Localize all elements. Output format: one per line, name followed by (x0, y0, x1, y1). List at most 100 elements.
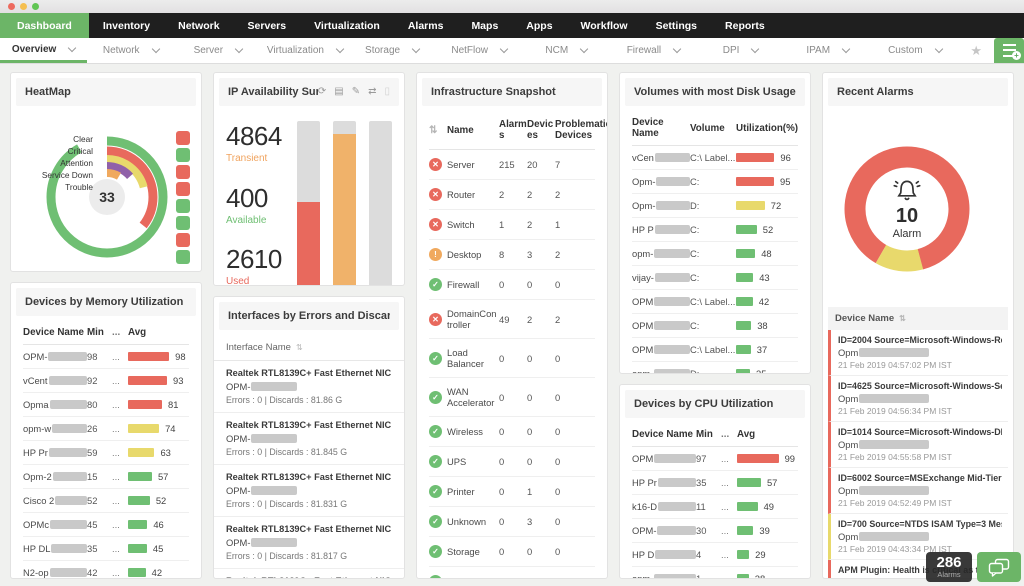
nav-item[interactable]: Settings (655, 19, 698, 32)
favorite-star-icon[interactable]: ★ (970, 42, 982, 58)
dashboard-tab[interactable]: Network (87, 38, 174, 63)
list-item[interactable]: Realtek RTL8139C+ Fast Ethernet NIC #3-N… (214, 413, 404, 465)
table-row[interactable]: vijay- C: 43 (632, 266, 798, 290)
chevron-down-icon[interactable] (234, 44, 244, 54)
table-row[interactable]: ✕ DomainController 49 2 2 (429, 300, 595, 339)
dashboard-tab[interactable]: NetFlow (436, 38, 523, 63)
alarm-item[interactable]: ID=2004 Source=Microsoft-Windows-Resourc… (828, 330, 1008, 376)
chevron-down-icon[interactable] (151, 44, 160, 54)
list-item[interactable]: Realtek RTL8139C+ Fast Ethernet NIC #3-N… (214, 361, 404, 413)
heatmap-cell[interactable] (176, 131, 190, 145)
table-row[interactable]: k16-D 11 ... 49 (632, 495, 798, 519)
table-row[interactable]: ✓ WAN Accelerator 0 0 0 (429, 378, 595, 417)
alarm-item[interactable]: ID=6002 Source=MSExchange Mid-Tier Stora… (828, 468, 1008, 514)
table-row[interactable]: ✓ Load Balancer 0 0 0 (429, 339, 595, 378)
alarm-item[interactable]: APM Plugin: Health is critical as the re… (828, 560, 1008, 578)
chevron-down-icon[interactable] (672, 44, 682, 54)
table-row[interactable]: Opm-2 15 ... 57 (23, 465, 189, 489)
table-row[interactable]: opm- D: 35 (632, 362, 798, 373)
nav-item[interactable]: Apps (526, 19, 553, 32)
table-row[interactable]: OPM- 98 ... 98 (23, 345, 189, 369)
report-icon[interactable]: ▤ (334, 86, 344, 97)
table-row[interactable]: Cisco 2 52 ... 52 (23, 489, 189, 513)
table-row[interactable]: HP Pr 35 ... 57 (632, 471, 798, 495)
heatmap-cell[interactable] (176, 182, 190, 196)
chevron-down-icon[interactable] (335, 44, 345, 54)
table-row[interactable]: OPM C:\ Label... 42 (632, 290, 798, 314)
dashboard-tab[interactable]: Firewall (610, 38, 697, 63)
nav-item[interactable]: Virtualization (314, 19, 380, 32)
chevron-down-icon[interactable] (579, 44, 589, 54)
dashboard-tab[interactable]: Custom (871, 38, 958, 63)
chevron-down-icon[interactable] (841, 44, 851, 54)
table-row[interactable]: HP P C: 52 (632, 218, 798, 242)
table-row[interactable]: N2-op 42 ... 42 (23, 567, 163, 578)
dashboard-tab[interactable]: Storage (349, 38, 436, 63)
alarm-list-header[interactable]: Device Name ⇅ (828, 307, 1008, 330)
table-row[interactable]: ✓ UPS 0 0 0 (429, 447, 595, 477)
dashboard-tab[interactable]: Overview (0, 38, 88, 63)
heatmap-cell[interactable] (176, 148, 190, 162)
table-row[interactable]: HP Pr 59 ... 63 (23, 441, 189, 465)
dashboard-tab[interactable]: IPAM (784, 38, 871, 63)
heatmap-cell[interactable] (176, 216, 190, 230)
table-row[interactable]: vCent 92 ... 93 (23, 369, 189, 393)
table-row[interactable]: OPM C:\ Label... 37 (632, 338, 798, 362)
heatmap-cell[interactable] (176, 250, 190, 264)
table-row[interactable]: OPM 97 ... 99 (632, 447, 798, 471)
heatmap-cell[interactable] (176, 233, 190, 247)
sort-icon[interactable]: ⇅ (429, 124, 438, 136)
nav-item[interactable]: Dashboard (0, 13, 89, 38)
heatmap-cell[interactable] (176, 199, 190, 213)
nav-item[interactable]: Servers (247, 19, 287, 32)
list-item[interactable]: Realtek RTL8139C+ Fast Ethernet NIC #3-W… (214, 517, 404, 569)
zoom-button[interactable] (32, 3, 39, 10)
table-row[interactable]: ✕ Server 215 20 7 (429, 150, 595, 180)
table-row[interactable]: Opm- D: 72 (632, 194, 798, 218)
table-row[interactable]: ✓ Unknown 0 3 0 (429, 507, 595, 537)
nav-item[interactable]: Maps (471, 19, 499, 32)
dashboard-tab[interactable]: Server (174, 38, 261, 63)
dashboard-tab[interactable]: Virtualization (261, 38, 348, 63)
list-item[interactable]: Realtek RTL8139C+ Fast Ethernet NIC #3-W… (214, 465, 404, 517)
chevron-down-icon[interactable] (751, 44, 760, 54)
nav-item[interactable]: Alarms (407, 19, 444, 32)
dashboard-tab[interactable]: DPI (697, 38, 784, 63)
table-row[interactable]: ✓ Wireless 0 0 0 (429, 417, 595, 447)
table-row[interactable]: ✓ Firewall 0 0 0 (429, 270, 595, 300)
chevron-down-icon[interactable] (68, 43, 77, 52)
heatmap-cell[interactable] (176, 165, 190, 179)
alarm-counter-badge[interactable]: 286 Alarms (926, 552, 972, 582)
nav-item[interactable]: Reports (725, 19, 765, 32)
table-row[interactable]: OPMc 45 ... 46 (23, 513, 189, 537)
alarm-item[interactable]: ID=700 Source=NTDS ISAM Type=3 Message=N… (828, 514, 1008, 560)
table-row[interactable]: opm- 1 ... 28 (632, 567, 798, 578)
table-row[interactable]: OPM C: 38 (632, 314, 798, 338)
table-row[interactable]: ✓ Printer 0 1 0 (429, 477, 595, 507)
delete-icon[interactable]: ▯ (384, 86, 390, 97)
alarm-item[interactable]: ID=4625 Source=Microsoft-Windows-Securit… (828, 376, 1008, 422)
sort-icon[interactable]: ⇅ (899, 314, 906, 323)
table-row[interactable]: opm-w 26 ... 74 (23, 417, 189, 441)
table-row[interactable]: Opma 80 ... 81 (23, 393, 189, 417)
refresh-icon[interactable]: ⟳ (317, 86, 327, 97)
chevron-down-icon[interactable] (499, 44, 509, 54)
table-row[interactable]: vCen C:\ Label... 96 (632, 146, 798, 170)
list-header[interactable]: Interface Name ⇅ (214, 335, 404, 361)
close-button[interactable] (8, 3, 15, 10)
table-row[interactable]: ! Desktop 8 3 2 (429, 240, 595, 270)
edit-icon[interactable]: ✎ (351, 86, 361, 97)
sort-icon[interactable]: ⇅ (295, 343, 303, 352)
alarm-item[interactable]: ID=1014 Source=Microsoft-Windows-DNS-Cli… (828, 422, 1008, 468)
add-dashboard-button[interactable]: + (994, 38, 1024, 63)
list-item[interactable]: Realtek RTL8139C+ Fast Ethernet NIC #3-E… (214, 569, 404, 578)
chevron-down-icon[interactable] (411, 44, 421, 54)
table-row[interactable]: opm- C: 48 (632, 242, 798, 266)
table-row[interactable]: ✓ Storage 0 0 0 (429, 537, 595, 567)
nav-item[interactable]: Inventory (102, 19, 151, 32)
table-row[interactable]: OPM- 30 ... 39 (632, 519, 798, 543)
table-row[interactable]: Opm- C: 95 (632, 170, 798, 194)
chat-button[interactable] (977, 552, 1021, 582)
table-row[interactable]: ✓ PDU 0 0 0 (429, 567, 595, 578)
nav-item[interactable]: Workflow (580, 19, 628, 32)
